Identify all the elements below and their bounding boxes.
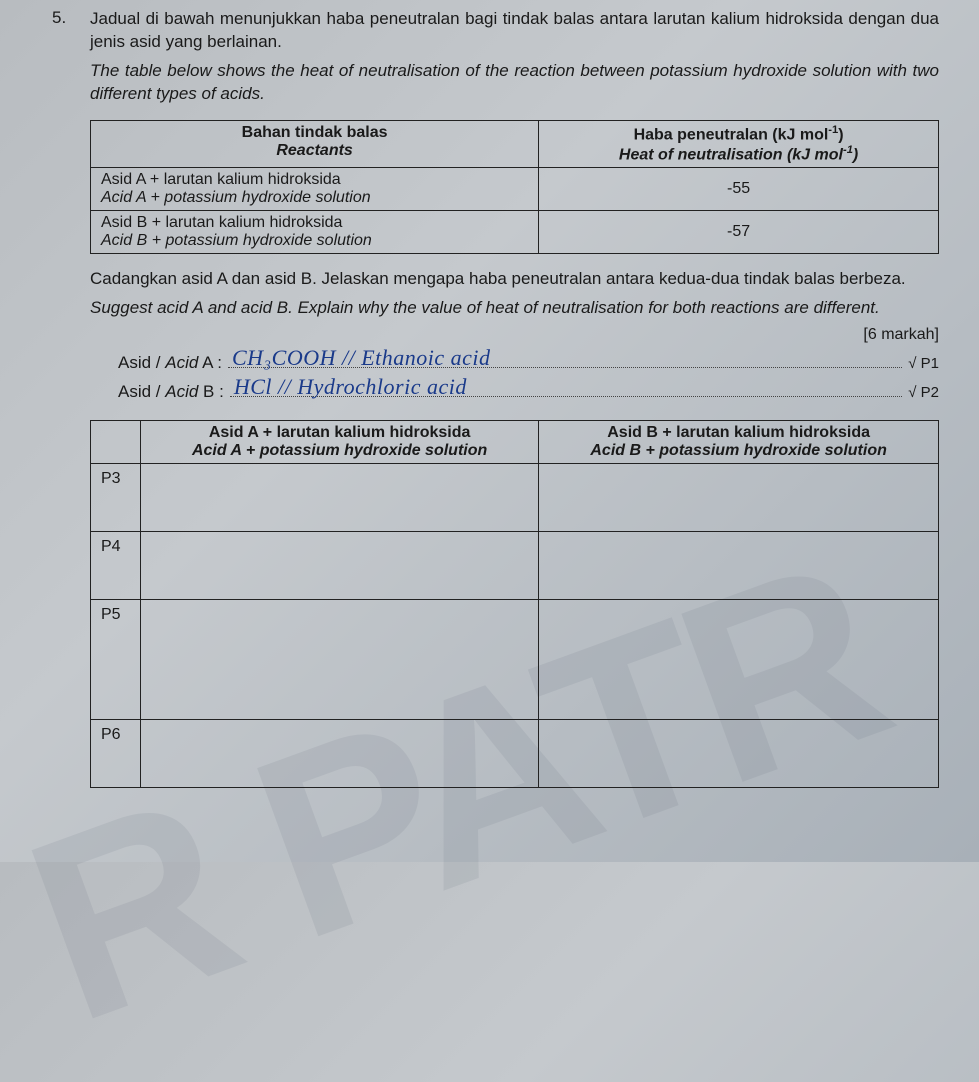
cell-p3-b[interactable] — [539, 464, 939, 532]
row-label-p6: P6 — [91, 720, 141, 788]
col-header-a: Asid A + larutan kalium hidroksida Acid … — [141, 421, 539, 464]
header-reactants-ms: Bahan tindak balas — [242, 124, 388, 141]
row-label-p3: P3 — [91, 464, 141, 532]
explanation-table: Asid A + larutan kalium hidroksida Acid … — [90, 420, 939, 788]
question-block: 5. Jadual di bawah menunjukkan haba pene… — [90, 8, 939, 788]
acid-b-label: Asid / Acid B : — [118, 382, 224, 402]
col-header-b: Asid B + larutan kalium hidroksida Acid … — [539, 421, 939, 464]
handwritten-answer-b: HCl // Hydrochloric acid — [234, 374, 467, 400]
acid-a-blank[interactable]: CH₃COOH // Ethanoic acid — [228, 346, 902, 368]
header-heat-ms: Haba peneutralan (kJ mol — [634, 126, 829, 143]
col-a-ms: Asid A + larutan kalium hidroksida — [209, 424, 471, 441]
cell-p4-a[interactable] — [141, 532, 539, 600]
cell-reactant-b: Asid B + larutan kalium hidroksida Acid … — [91, 211, 539, 254]
prompt-english: The table below shows the heat of neutra… — [90, 60, 939, 106]
table-row: P3 — [91, 464, 939, 532]
unit-sup-1: -1 — [828, 124, 838, 136]
table-header-heat: Haba peneutralan (kJ mol-1) Heat of neut… — [539, 120, 939, 168]
instruction-english: Suggest acid A and acid B. Explain why t… — [90, 297, 939, 320]
corner-cell — [91, 421, 141, 464]
cell-p6-a[interactable] — [141, 720, 539, 788]
mark-p1: √ P1 — [908, 355, 939, 372]
header-heat-en: Heat of neutralisation (kJ mol — [619, 146, 843, 163]
col-b-ms: Asid B + larutan kalium hidroksida — [607, 424, 870, 441]
row-label-p4: P4 — [91, 532, 141, 600]
unit-sup-2: -1 — [843, 144, 853, 156]
header-reactants-en: Reactants — [276, 142, 352, 159]
unit-close-1: ) — [838, 126, 843, 143]
table-row: P6 — [91, 720, 939, 788]
col-a-en: Acid A + potassium hydroxide solution — [192, 442, 487, 459]
table-row: P5 — [91, 600, 939, 720]
answer-line-a: Asid / Acid A : CH₃COOH // Ethanoic acid… — [118, 346, 939, 373]
question-number: 5. — [52, 8, 66, 28]
cell-p5-b[interactable] — [539, 600, 939, 720]
table-row: Asid B + larutan kalium hidroksida Acid … — [91, 211, 939, 254]
handwritten-answer-a: CH₃COOH // Ethanoic acid — [232, 345, 491, 371]
cell-p4-b[interactable] — [539, 532, 939, 600]
instruction-malay: Cadangkan asid A dan asid B. Jelaskan me… — [90, 268, 939, 291]
acid-b-blank[interactable]: HCl // Hydrochloric acid — [230, 375, 902, 397]
table-header-reactants: Bahan tindak balas Reactants — [91, 120, 539, 168]
cell-value-a: -55 — [539, 168, 939, 211]
reactant-b-en: Acid B + potassium hydroxide solution — [101, 232, 372, 249]
unit-close-2: ) — [853, 146, 858, 163]
table-row: Asid A + larutan kalium hidroksida Acid … — [91, 168, 939, 211]
reactant-a-ms: Asid A + larutan kalium hidroksida — [101, 171, 341, 188]
reactant-b-ms: Asid B + larutan kalium hidroksida — [101, 214, 342, 231]
cell-value-b: -57 — [539, 211, 939, 254]
table-row: P4 — [91, 532, 939, 600]
row-label-p5: P5 — [91, 600, 141, 720]
mark-p2: √ P2 — [908, 384, 939, 401]
acid-a-label: Asid / Acid A : — [118, 353, 222, 373]
answer-line-b: Asid / Acid B : HCl // Hydrochloric acid… — [118, 375, 939, 402]
col-b-en: Acid B + potassium hydroxide solution — [590, 442, 886, 459]
cell-p3-a[interactable] — [141, 464, 539, 532]
cell-reactant-a: Asid A + larutan kalium hidroksida Acid … — [91, 168, 539, 211]
reactants-table: Bahan tindak balas Reactants Haba peneut… — [90, 120, 939, 255]
marks-label: [6 markah] — [863, 326, 939, 344]
cell-p5-a[interactable] — [141, 600, 539, 720]
cell-p6-b[interactable] — [539, 720, 939, 788]
reactant-a-en: Acid A + potassium hydroxide solution — [101, 189, 371, 206]
prompt-malay: Jadual di bawah menunjukkan haba peneutr… — [90, 8, 939, 54]
